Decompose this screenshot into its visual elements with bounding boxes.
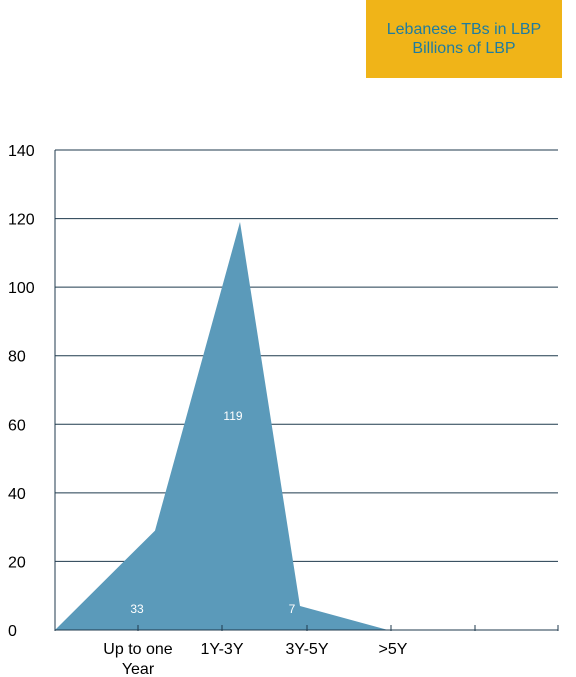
x-tick-label: 1Y-3Y [201,641,244,658]
y-tick-label: 60 [8,417,26,434]
y-tick-label: 20 [8,554,26,571]
x-tick-label: >5Y [379,641,408,658]
y-tick-label: 100 [8,280,35,297]
data-label: 7 [289,602,296,616]
chart-title-box: Lebanese TBs in LBP Billions of LBP [366,0,562,78]
data-label: 119 [223,409,242,423]
y-tick-label: 120 [8,212,35,229]
data-label: 33 [130,602,144,616]
chart-title-line-1: Lebanese TBs in LBP [386,21,542,38]
y-tick-label: 40 [8,486,26,503]
x-tick-label: Year [122,661,155,677]
chart-title-line-2: Billions of LBP [412,40,516,57]
y-tick-label: 140 [8,143,35,160]
x-tick-label: 3Y-5Y [286,641,329,658]
x-tick-label: Up to one [103,641,172,658]
area-series [55,222,388,630]
y-tick-label: 80 [8,349,26,366]
y-tick-label: 0 [8,623,17,640]
